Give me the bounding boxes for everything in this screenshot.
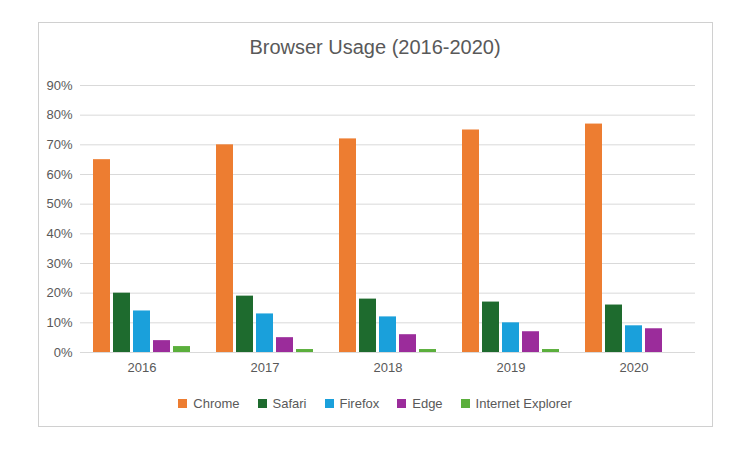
svg-text:0%: 0% xyxy=(54,345,73,360)
svg-text:40%: 40% xyxy=(46,226,72,241)
svg-text:50%: 50% xyxy=(46,196,72,211)
html-text:Chrome: Chrome xyxy=(193,396,240,411)
svg-text:80%: 80% xyxy=(46,107,72,122)
svg-text:2016: 2016 xyxy=(128,360,157,375)
svg-text:2017: 2017 xyxy=(251,360,280,375)
html-text:Edge: Edge xyxy=(412,396,443,411)
svg-text:2018: 2018 xyxy=(374,360,403,375)
svg-text:30%: 30% xyxy=(46,256,72,271)
svg-text:2019: 2019 xyxy=(497,360,526,375)
svg-text:20%: 20% xyxy=(46,285,72,300)
svg-text:2020: 2020 xyxy=(620,360,649,375)
html-text:Browser Usage (2016-2020): Browser Usage (2016-2020) xyxy=(249,36,501,58)
html-text:Safari: Safari xyxy=(272,396,307,411)
svg-text:60%: 60% xyxy=(46,167,72,182)
html-text:Firefox: Firefox xyxy=(339,396,380,411)
html-text:Internet Explorer: Internet Explorer xyxy=(475,396,572,411)
svg-text:10%: 10% xyxy=(46,315,72,330)
svg-text:90%: 90% xyxy=(46,78,72,93)
svg-text:70%: 70% xyxy=(46,137,72,152)
